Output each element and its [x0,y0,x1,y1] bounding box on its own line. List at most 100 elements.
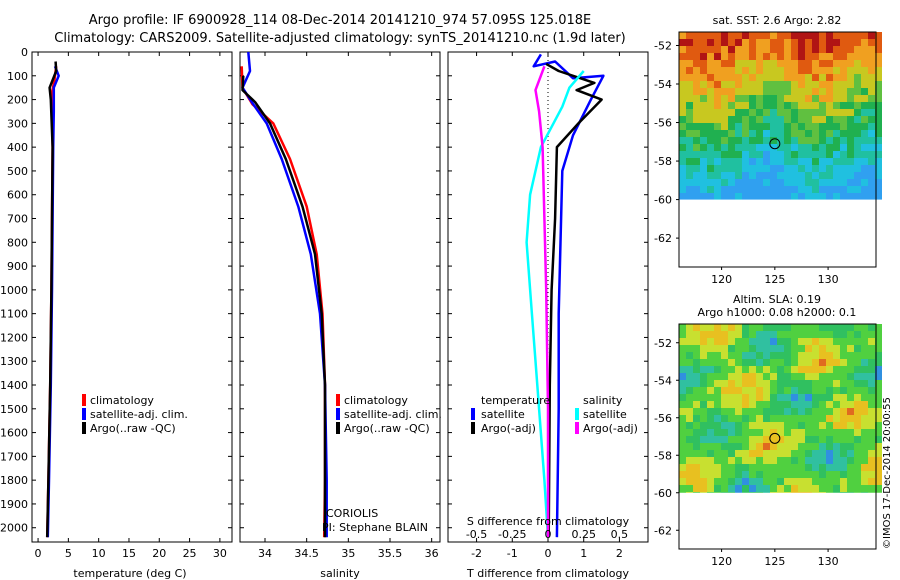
series-line-sal_satellite [525,70,585,538]
sla-cell [833,436,840,443]
sla-cell [686,401,693,408]
sla-cell [840,429,847,436]
sla-cell [749,401,756,408]
sst-cell [784,67,791,74]
sla-cell [763,387,770,394]
sst-cell [777,60,784,67]
sla-cell [812,471,819,478]
sst-cell [679,81,686,88]
sst-cell [749,116,756,123]
sst-cell [686,123,693,130]
sst-cell [819,116,826,123]
sla-cell [763,345,770,352]
sla-cell [770,492,777,493]
sst-cell [742,193,749,200]
sla-cell [826,464,833,471]
sla-cell [875,422,882,429]
sla-cell [805,457,812,464]
sla-cell [840,380,847,387]
sla-cell [777,387,784,394]
sst-cell [770,193,777,200]
sst-cell [805,53,812,60]
sst-cell [847,109,854,116]
sst-cell [826,165,833,172]
sst-cell [854,158,861,165]
sst-cell [735,179,742,186]
sst-cell [868,179,875,186]
sla-cell [868,415,875,422]
sla-cell [819,394,826,401]
sla-cell [742,485,749,492]
sst-cell [756,193,763,200]
sla-cell [819,457,826,464]
sst-cell [812,46,819,53]
sst-cell [763,102,770,109]
y-tick-label: 1000 [0,284,28,297]
sla-cell [819,408,826,415]
sla-cell [868,429,875,436]
sst-cell [735,60,742,67]
sla-cell [847,380,854,387]
sla-cell [868,387,875,394]
sst-cell [833,186,840,193]
sst-cell [798,53,805,60]
sla-cell [826,478,833,485]
sst-cell [770,60,777,67]
sla-cell [756,422,763,429]
sla-cell [840,401,847,408]
sla-cell [707,450,714,457]
sst-cell [770,130,777,137]
sla-cell [812,394,819,401]
sla-cell [679,436,686,443]
sst-cell [756,144,763,151]
sst-cell [868,123,875,130]
sst-cell [840,39,847,46]
sla-cell [833,471,840,478]
sla-cell [693,450,700,457]
sla-cell [770,324,777,331]
sst-cell [875,39,882,46]
sla-cell [861,422,868,429]
sst-cell [770,186,777,193]
sla-cell [805,345,812,352]
sla-cell [805,338,812,345]
sst-cell [770,179,777,186]
sst-cell [700,123,707,130]
sst-cell [700,32,707,39]
sla-cell [679,429,686,436]
sst-cell [875,151,882,158]
sla-cell [735,478,742,485]
sla-cell [875,373,882,380]
sst-cell [826,67,833,74]
sla-cell [679,457,686,464]
sla-cell [707,324,714,331]
legend-salinity-title: salinity [583,394,623,407]
sla-cell [770,485,777,492]
sla-cell [784,380,791,387]
sst-cell [784,151,791,158]
sst-cell [861,179,868,186]
sst-cell [756,88,763,95]
sla-cell [819,387,826,394]
sst-cell [679,102,686,109]
sla-cell [868,492,875,493]
sla-cell [721,324,728,331]
sst-cell [805,172,812,179]
sst-cell [735,81,742,88]
sla-cell [728,478,735,485]
sla-cell [679,345,686,352]
sst-cell [812,95,819,102]
sst-cell [756,179,763,186]
sst-cell [812,88,819,95]
sla-cell [749,408,756,415]
sla-cell [686,436,693,443]
sla-cell [777,457,784,464]
sla-cell [791,443,798,450]
sst-cell [749,165,756,172]
sst-cell [791,81,798,88]
sla-cell [833,324,840,331]
sst-cell [805,137,812,144]
sla-cell [742,492,749,493]
sst-cell [798,151,805,158]
sst-cell [679,172,686,179]
